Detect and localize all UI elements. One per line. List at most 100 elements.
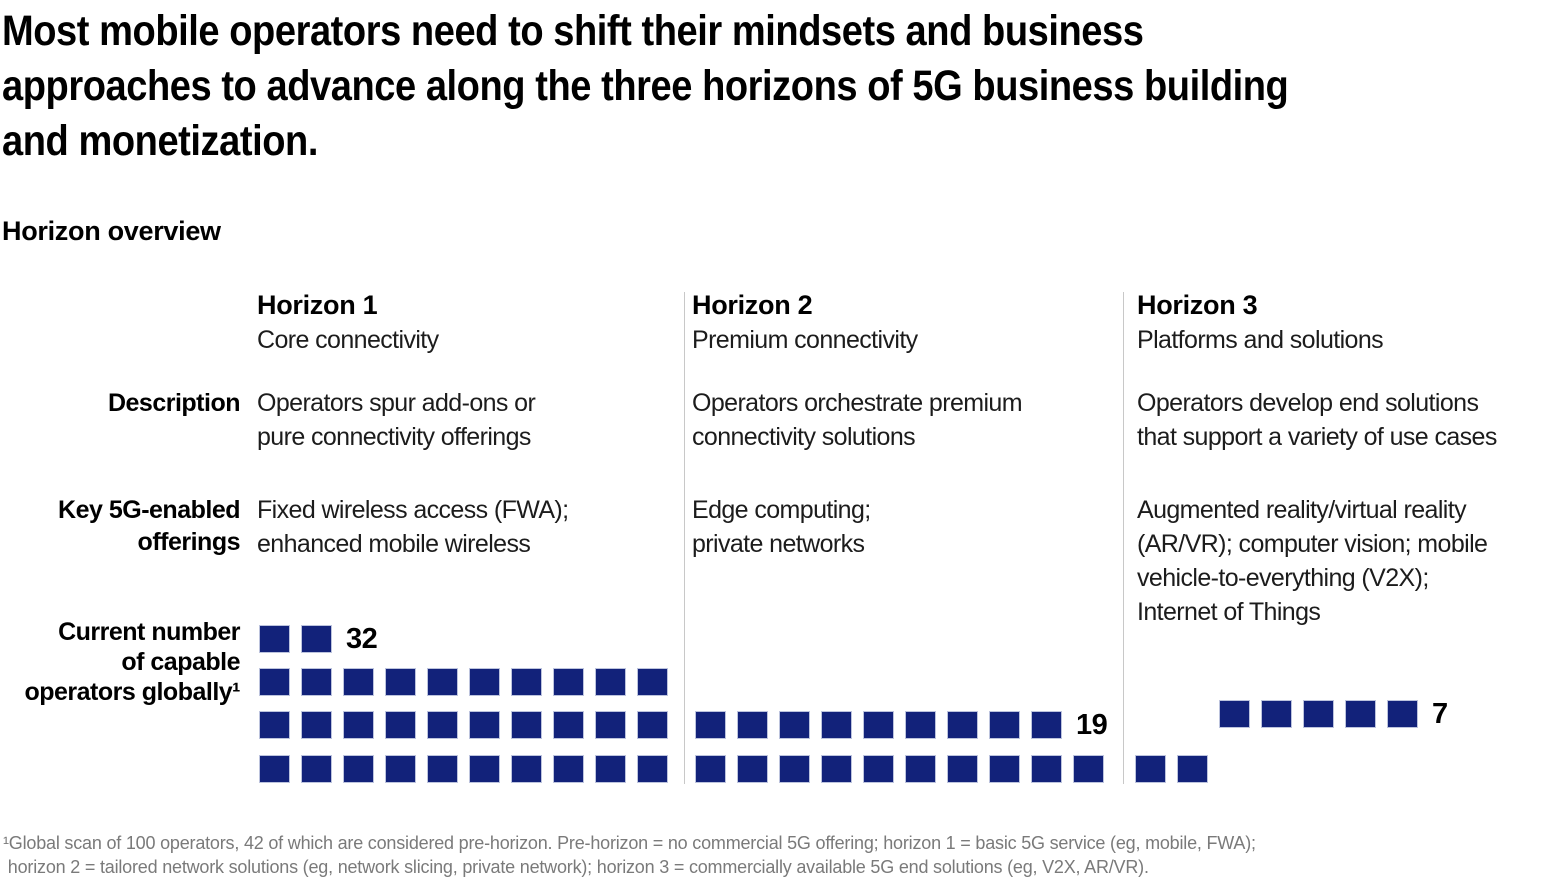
text-line: Fixed wireless access (FWA); — [257, 496, 569, 524]
section-heading: Horizon overview — [2, 216, 221, 246]
waffle-square — [259, 668, 290, 696]
waffle-row-horizon-3: 7 — [1219, 698, 1448, 730]
waffle-square — [695, 711, 726, 739]
waffle-square — [821, 755, 852, 783]
waffle-row-horizon-1 — [259, 668, 668, 696]
waffle-square — [511, 711, 542, 739]
waffle-square — [343, 711, 374, 739]
waffle-square — [737, 711, 768, 739]
horizon-3-header: Horizon 3 — [1137, 290, 1258, 320]
waffle-value-label: 7 — [1432, 698, 1448, 730]
waffle-row-horizon-1 — [259, 755, 668, 783]
text-line: Internet of Things — [1137, 598, 1321, 626]
waffle-square — [385, 711, 416, 739]
text-line: enhanced mobile wireless — [257, 530, 531, 558]
waffle-square — [385, 668, 416, 696]
horizon-2-subheader: Premium connectivity — [692, 326, 918, 354]
horizon-3-offerings: Augmented reality/virtual reality (AR/VR)… — [1137, 493, 1488, 629]
page-title: Most mobile operators need to shift thei… — [2, 4, 1289, 169]
text-line: Edge computing; — [692, 496, 871, 524]
horizon-1-description: Operators spur add-ons or pure connectivi… — [257, 386, 536, 454]
waffle-square — [595, 668, 626, 696]
waffle-square — [553, 668, 584, 696]
text-line: (AR/VR); computer vision; mobile — [1137, 530, 1488, 558]
text-line: ¹Global scan of 100 operators, 42 of whi… — [3, 833, 1256, 853]
waffle-square — [989, 755, 1020, 783]
text-line: Key 5G-enabled — [58, 496, 240, 524]
waffle-square — [301, 668, 332, 696]
row-label-current-operators: Current number of capable operators global… — [24, 617, 240, 707]
waffle-square — [1387, 700, 1418, 728]
waffle-value-label: 19 — [1076, 709, 1108, 741]
waffle-square — [469, 755, 500, 783]
waffle-square — [905, 711, 936, 739]
waffle-square — [863, 755, 894, 783]
waffle-square — [553, 711, 584, 739]
waffle-square — [469, 668, 500, 696]
waffle-square — [905, 755, 936, 783]
waffle-value-label: 32 — [346, 623, 378, 655]
text-line: Current number — [58, 618, 240, 646]
text-line: Operators orchestrate premium — [692, 389, 1023, 417]
horizon-1-offerings: Fixed wireless access (FWA); enhanced mob… — [257, 493, 569, 561]
text-line: offerings — [137, 528, 241, 556]
waffle-square — [1135, 755, 1166, 783]
text-line: private networks — [692, 530, 865, 558]
waffle-square — [595, 755, 626, 783]
waffle-square — [553, 755, 584, 783]
waffle-square — [947, 711, 978, 739]
waffle-square — [511, 668, 542, 696]
waffle-square — [779, 711, 810, 739]
waffle-square — [469, 711, 500, 739]
horizon-3-description: Operators develop end solutions that supp… — [1137, 386, 1497, 454]
waffle-square — [343, 668, 374, 696]
text-line: Augmented reality/virtual reality — [1137, 496, 1467, 524]
horizon-2-offerings: Edge computing; private networks — [692, 493, 871, 561]
waffle-square — [427, 755, 458, 783]
waffle-square — [779, 755, 810, 783]
waffle-square — [301, 625, 332, 653]
waffle-square — [737, 755, 768, 783]
waffle-square — [301, 711, 332, 739]
horizon-2-description: Operators orchestrate premium connectivit… — [692, 386, 1023, 454]
horizon-2-header: Horizon 2 — [692, 290, 813, 320]
waffle-row-horizon-1 — [259, 711, 668, 739]
footnote: ¹Global scan of 100 operators, 42 of whi… — [3, 831, 1256, 879]
column-divider-2 — [1123, 292, 1124, 784]
text-line: pure connectivity offerings — [257, 423, 531, 451]
row-label-key-offerings: Key 5G-enabled offerings — [58, 494, 240, 558]
row-label-description: Description — [107, 389, 241, 417]
waffle-square — [595, 711, 626, 739]
waffle-square — [511, 755, 542, 783]
waffle-square — [259, 711, 290, 739]
horizon-1-header: Horizon 1 — [257, 290, 378, 320]
waffle-square — [1031, 711, 1062, 739]
text-line: vehicle-to-everything (V2X); — [1137, 564, 1429, 592]
waffle-square — [427, 711, 458, 739]
text-line: connectivity solutions — [692, 423, 916, 451]
text-line: of capable — [121, 648, 240, 676]
waffle-square — [1345, 700, 1376, 728]
waffle-square — [1261, 700, 1292, 728]
waffle-square — [427, 668, 458, 696]
waffle-square — [637, 668, 668, 696]
waffle-square — [1177, 755, 1208, 783]
horizon-1-subheader: Core connectivity — [257, 326, 439, 354]
waffle-square — [259, 755, 290, 783]
waffle-square — [989, 711, 1020, 739]
text-line: Operators spur add-ons or — [257, 389, 536, 417]
column-divider-1 — [684, 292, 685, 784]
text-line: and monetization. — [2, 117, 318, 165]
waffle-square — [1031, 755, 1062, 783]
waffle-square — [343, 755, 374, 783]
waffle-row-horizon-2 — [695, 755, 1104, 783]
waffle-row-horizon-3 — [1135, 755, 1208, 783]
waffle-square — [695, 755, 726, 783]
waffle-square — [385, 755, 416, 783]
waffle-square — [947, 755, 978, 783]
waffle-square — [637, 711, 668, 739]
waffle-row-horizon-2: 19 — [695, 709, 1108, 741]
text-line: horizon 2 = tailored network solutions (… — [3, 857, 1149, 877]
waffle-square — [863, 711, 894, 739]
